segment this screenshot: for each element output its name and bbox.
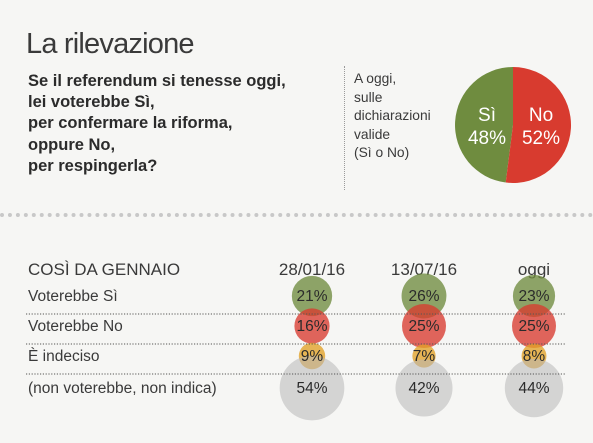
value-bubble (512, 304, 556, 348)
trend-table: COSÌ DA GENNAIO 28/01/16 13/07/16 oggi Voter… (26, 260, 566, 421)
question-line: oppure No, (28, 135, 116, 154)
table-header: COSÌ DA GENNAIO (28, 260, 180, 279)
horizontal-divider (0, 213, 593, 217)
note-line: dichiarazioni (354, 108, 431, 124)
row-label: Voterebbe No (28, 318, 123, 335)
pie-label: No (529, 105, 553, 126)
row-label: È indeciso (28, 348, 100, 365)
column-header: 28/01/16 (279, 260, 345, 279)
pie-slice-no (505, 67, 572, 184)
pie-note: A oggi, sulle dichiarazioni valide (Sì o… (354, 70, 464, 163)
page-title: La rilevazione (26, 28, 195, 60)
value-label: 26% (408, 288, 439, 305)
note-line: (Sì o No) (354, 145, 410, 161)
value-label: 7% (413, 348, 436, 365)
vertical-divider (344, 66, 345, 190)
value-label: 42% (408, 380, 439, 397)
value-label: 23% (518, 288, 549, 305)
value-bubble (504, 358, 564, 418)
value-label: 25% (408, 318, 439, 335)
value-bubble (291, 275, 333, 317)
survey-question: Se il referendum si tenesse oggi, lei vo… (28, 71, 338, 177)
value-label: 8% (523, 348, 546, 365)
value-bubble (512, 274, 556, 318)
pie-value-label: 52% (522, 128, 560, 149)
pie-value-label: 48% (468, 128, 506, 149)
column-header: 13/07/16 (391, 260, 457, 279)
pie-label: Sì (478, 105, 496, 126)
note-line: valide (354, 126, 391, 142)
note-line: sulle (354, 89, 383, 105)
note-line: A oggi, (354, 71, 397, 86)
question-line: Se il referendum si tenesse oggi, (28, 72, 286, 90)
question-line: lei voterebbe Sì, (28, 93, 155, 112)
value-label: 54% (296, 380, 327, 397)
value-bubble (402, 304, 446, 348)
question-line: per respingerla? (28, 156, 158, 175)
row-label: Voterebbe Sì (28, 288, 118, 305)
value-label: 25% (518, 318, 549, 335)
value-label: 9% (301, 348, 324, 365)
value-bubble (279, 355, 345, 421)
value-label: 44% (518, 380, 549, 397)
value-bubble (294, 308, 330, 344)
column-header: oggi (518, 260, 550, 279)
value-label: 16% (296, 318, 327, 335)
row-label: (non voterebbe, non indica) (28, 380, 217, 397)
value-label: 21% (296, 288, 327, 305)
pie-slice-si (455, 67, 513, 183)
question-line: per confermare la riforma, (28, 114, 233, 133)
